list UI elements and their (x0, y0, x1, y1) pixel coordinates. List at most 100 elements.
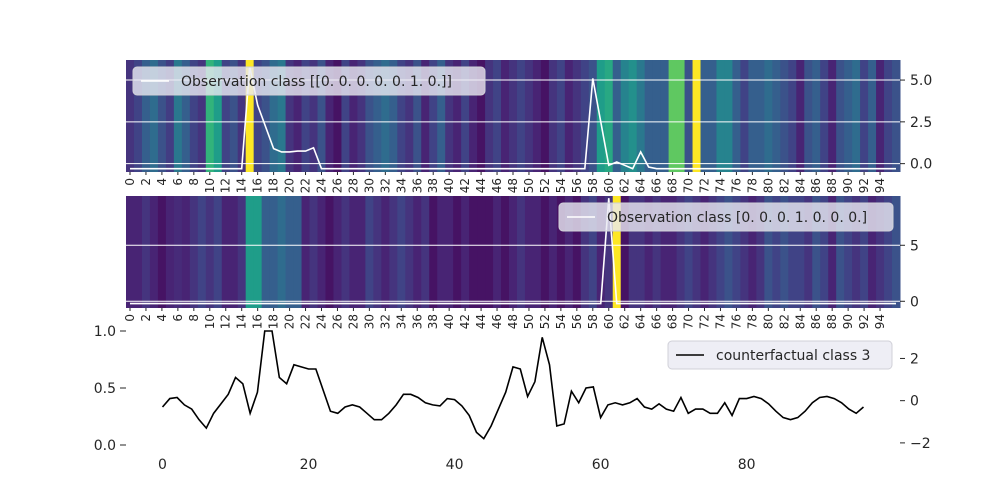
heatmap-cell (277, 60, 287, 172)
heatmap-cell (732, 60, 741, 172)
heatmap-cell (884, 60, 893, 172)
xtick-label: 64 (634, 314, 648, 329)
heatmap-cell (652, 60, 662, 172)
xtick-label: 84 (793, 314, 807, 329)
heatmap-cell (126, 196, 135, 308)
heatmap-cell (309, 60, 319, 172)
xtick-label: 4 (155, 178, 169, 186)
xtick-label: 50 (522, 178, 536, 193)
heatmap-cell (261, 60, 271, 172)
heatmap-cell (293, 196, 303, 308)
heatmap-cell (748, 60, 757, 172)
xtick-label: 12 (219, 314, 233, 329)
heatmap-cell (876, 196, 885, 308)
xtick-label: 14 (235, 178, 249, 193)
heatmap-cell (461, 196, 470, 308)
heatmap-cell (596, 196, 606, 308)
xtick-label: 86 (809, 178, 823, 193)
ytick-label: 5.0 (910, 73, 932, 89)
heatmap-cell (197, 60, 207, 172)
heatmap-cell (309, 196, 319, 308)
heatmap-cell (764, 196, 773, 308)
xtick-label: 24 (314, 178, 328, 193)
heatmap-cell (828, 196, 837, 308)
heatmap-cell (237, 196, 247, 308)
heatmap-cell (413, 60, 422, 172)
heatmap-cell (532, 60, 542, 172)
xtick-label: 82 (777, 314, 791, 329)
xtick-label: 42 (458, 178, 472, 193)
heatmap-cell (157, 60, 167, 172)
xtick-label: 28 (346, 314, 360, 329)
heatmap-cell (860, 60, 869, 172)
heatmap-cell (804, 60, 813, 172)
xtick-label: 20 (283, 178, 297, 193)
heatmap-cell (477, 60, 486, 172)
heatmap-cell (429, 60, 438, 172)
xtick-label: 92 (857, 178, 871, 193)
xtick-label: 60 (592, 457, 610, 473)
xtick-label: 16 (251, 314, 265, 329)
heatmap-cell (325, 60, 334, 172)
xtick-label: 86 (809, 314, 823, 329)
heatmap-cell (692, 60, 702, 172)
heatmap-cell (333, 60, 342, 172)
xtick-label: 62 (618, 178, 632, 193)
heatmap-cell (772, 60, 781, 172)
heatmap-cell (780, 196, 789, 308)
heatmap-cell (413, 196, 422, 308)
xtick-label: 88 (825, 178, 839, 193)
xtick-label: 6 (171, 314, 185, 322)
xtick-label: 76 (729, 178, 743, 193)
xtick-label: 74 (713, 178, 727, 193)
ytick-label: 0.0 (910, 157, 932, 173)
heatmap-cell (852, 60, 861, 172)
xtick-label: 12 (219, 178, 233, 193)
heatmap-cell (804, 196, 813, 308)
heatmap-cell (429, 196, 438, 308)
heatmap-cell (277, 196, 287, 308)
heatmap-cell (141, 196, 151, 308)
heatmap-cell (756, 60, 765, 172)
heatmap-cell (708, 60, 717, 172)
heatmap-cell (437, 196, 446, 308)
xtick-label: 16 (251, 178, 265, 193)
heatmap-cell (189, 196, 199, 308)
heatmap-cell (165, 196, 175, 308)
heatmap-cell (301, 60, 311, 172)
legend-box (132, 66, 486, 96)
heatmap-cell (245, 196, 255, 308)
legend: counterfactual class 3 (667, 340, 893, 370)
xtick-label: 2 (139, 314, 153, 322)
xtick-label: 80 (738, 457, 756, 473)
legend-label: Observation class [0. 0. 0. 1. 0. 0. 0.] (607, 210, 867, 226)
xtick-label: 26 (330, 314, 344, 329)
heatmap-cell (636, 196, 646, 308)
heatmap-cell (389, 60, 398, 172)
legend: Observation class [0. 0. 0. 1. 0. 0. 0.] (558, 202, 894, 232)
heatmap-cell (285, 60, 295, 172)
heatmap-cell (628, 60, 638, 172)
xtick-label: 8 (187, 314, 201, 322)
heatmap-cell (197, 196, 207, 308)
heatmap-cell (620, 60, 630, 172)
xtick-label: 38 (426, 314, 440, 329)
heatmap-cell (780, 60, 789, 172)
heatmap-cell (126, 60, 135, 172)
xtick-label: 68 (666, 314, 680, 329)
xtick-label: 84 (793, 178, 807, 193)
xtick-label: 42 (458, 314, 472, 329)
heatmap-cell (676, 60, 686, 172)
right-ytick-label: −2 (910, 436, 931, 452)
xtick-label: 94 (873, 314, 887, 329)
legend-label: Observation class [[0. 0. 0. 0. 0. 1. 0.… (181, 74, 452, 90)
xtick-label: 20 (283, 314, 297, 329)
xtick-label: 60 (602, 178, 616, 193)
heatmap-cell (516, 196, 526, 308)
heatmap-cell (245, 60, 255, 172)
xtick-label: 44 (474, 314, 488, 329)
heatmap-cell (572, 196, 582, 308)
heatmap-cell (852, 196, 861, 308)
xtick-label: 46 (490, 178, 504, 193)
